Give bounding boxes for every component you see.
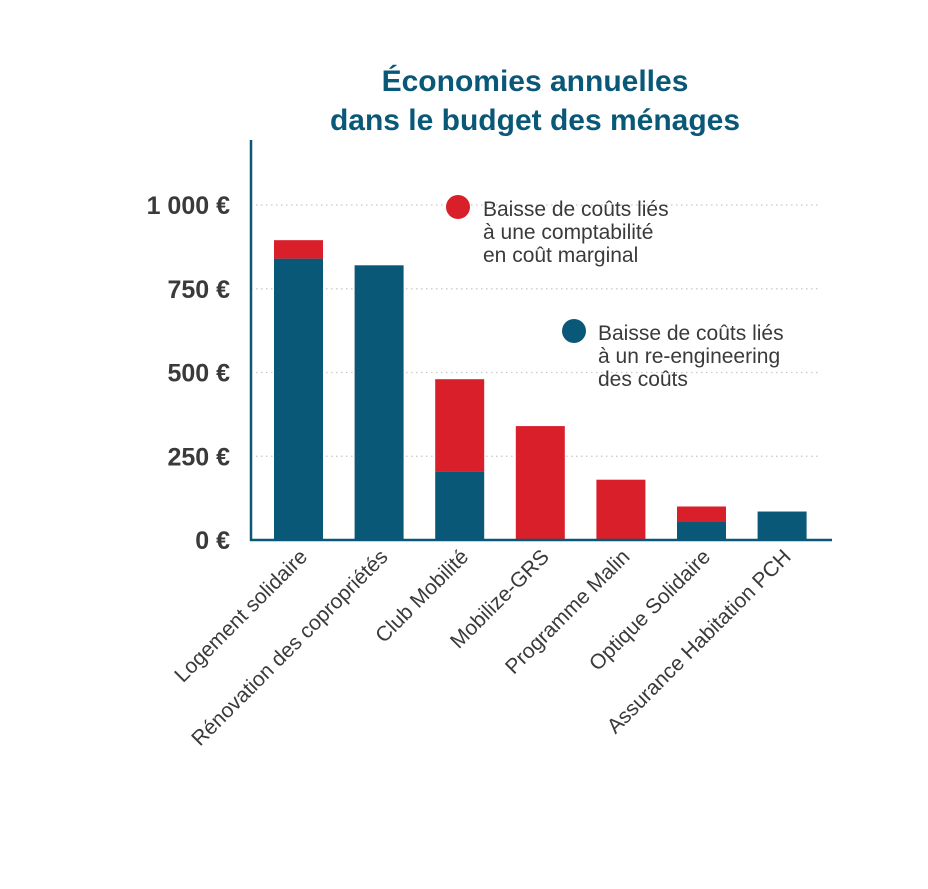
- bars: [274, 240, 807, 540]
- legend-swatch: [562, 319, 586, 343]
- axes: [249, 140, 832, 542]
- legend-label: à une comptabilité: [483, 221, 653, 244]
- y-tick-label: 250 €: [167, 443, 230, 471]
- y-axis-tick-labels: 0 € 250 € 500 € 750 € 1 000 €: [147, 192, 231, 555]
- y-tick-label: 0 €: [195, 527, 230, 555]
- bar-segment: [596, 479, 646, 540]
- y-tick-label: 1 000 €: [147, 192, 231, 220]
- bar-segment: [677, 506, 726, 522]
- legend-swatch: [446, 195, 470, 219]
- bar-segment: [274, 258, 323, 540]
- bar-segment: [515, 426, 565, 540]
- y-tick-label: 750 €: [167, 276, 230, 304]
- bar-segment: [354, 265, 404, 540]
- bar-segment: [757, 511, 807, 540]
- x-category-label: Logement solidaire: [170, 545, 312, 687]
- y-tick-label: 500 €: [167, 360, 230, 388]
- legend-label: des coûts: [598, 368, 688, 391]
- legend-label: Baisse de coûts liés: [598, 322, 784, 345]
- bar-segment: [677, 521, 726, 540]
- legend-label: à un re-engineering: [598, 345, 780, 368]
- legend-label: en coût marginal: [483, 244, 638, 267]
- chart-title-line-1: Économies annuelles: [382, 64, 689, 98]
- bar-segment: [274, 240, 323, 259]
- bar-segment: [435, 471, 485, 540]
- chart-title-line-2: dans le budget des ménages: [330, 104, 740, 137]
- bar-segment: [435, 379, 485, 472]
- chart-title: Économies annuelles dans le budget des m…: [330, 64, 740, 137]
- legend-label: Baisse de coûts liés: [483, 198, 669, 221]
